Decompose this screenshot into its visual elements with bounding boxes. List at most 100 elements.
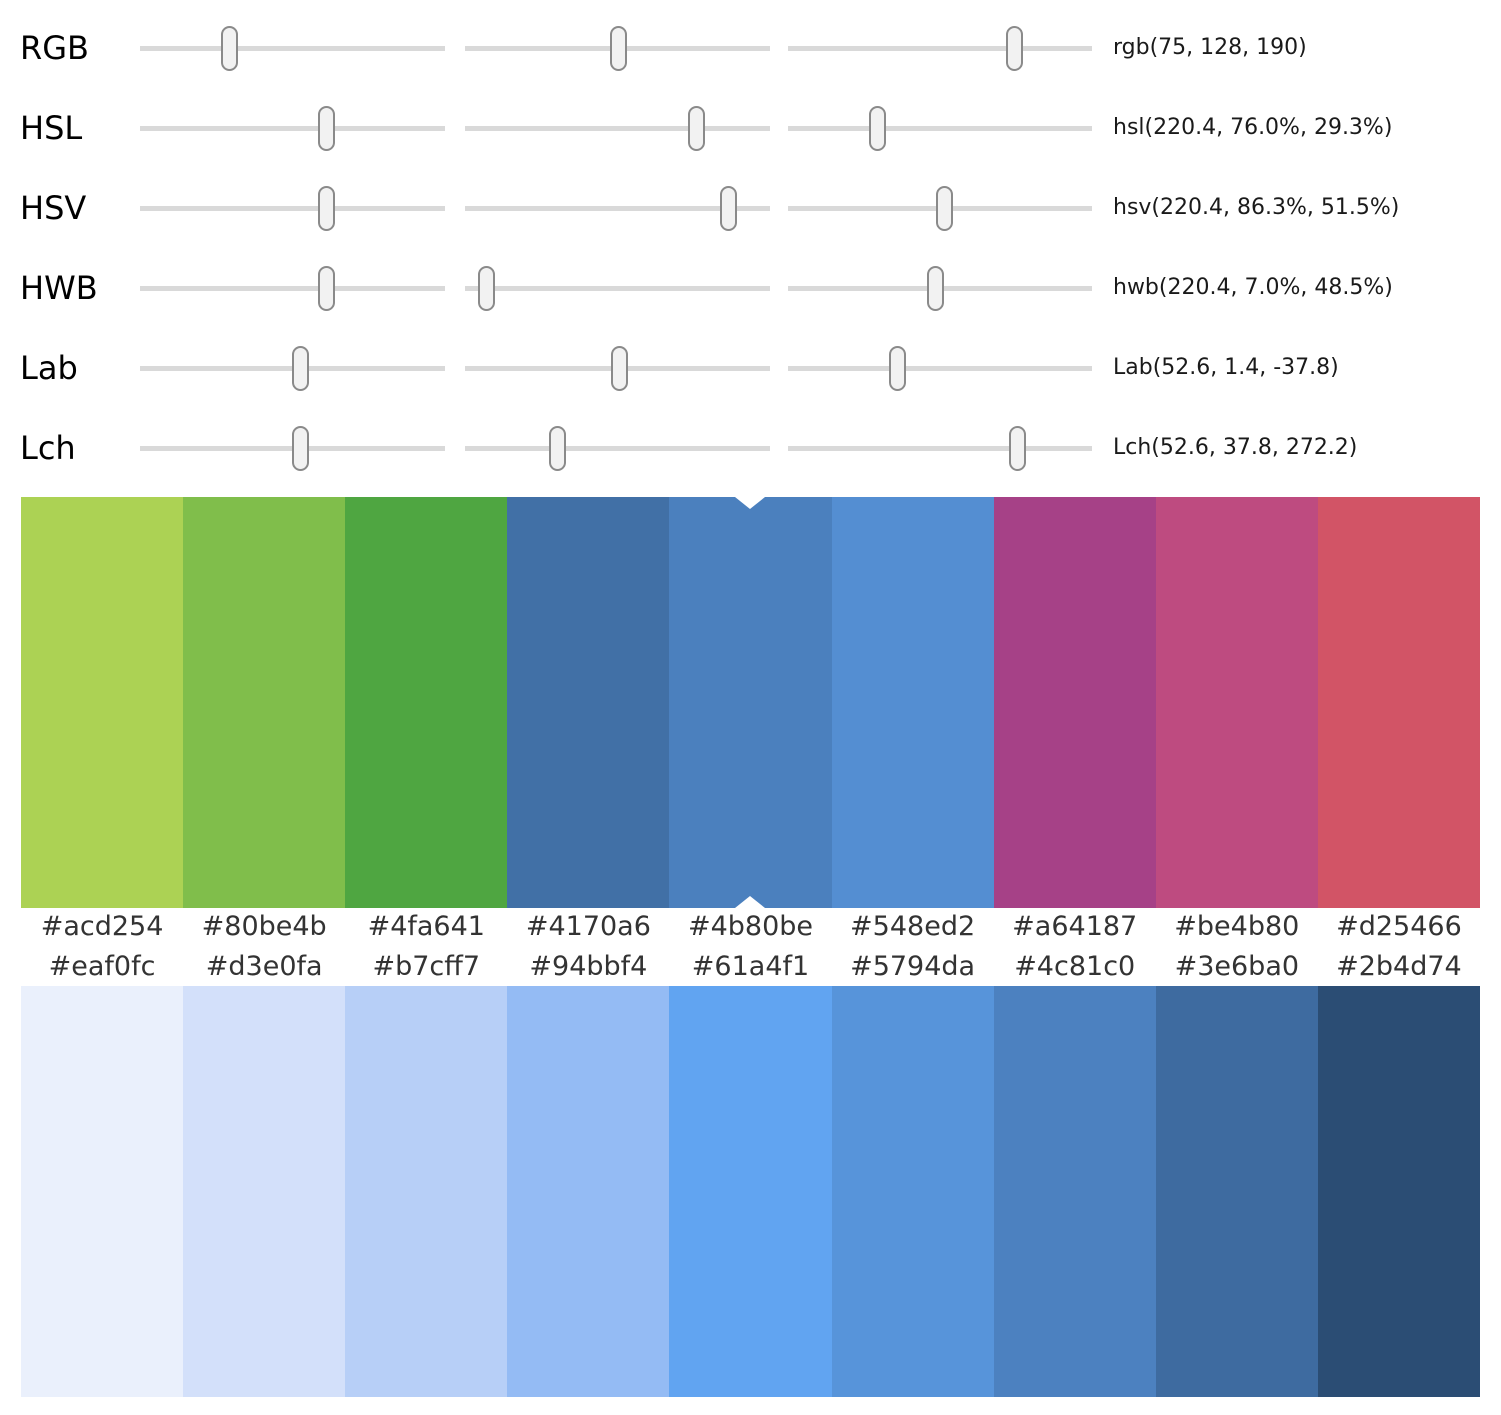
slider-thumb[interactable] [318, 265, 336, 311]
slider-thumb[interactable] [318, 105, 336, 151]
palette-swatch-selected[interactable] [669, 497, 832, 908]
slider-track[interactable] [788, 365, 1092, 371]
slider-thumb[interactable] [936, 185, 954, 231]
slider-thumb[interactable] [548, 425, 566, 471]
channel-3-slider[interactable] [788, 408, 1092, 488]
swatch-hex-label: #61a4f1 [691, 951, 810, 982]
palette-swatch[interactable] [993, 497, 1156, 908]
slider-thumb[interactable] [221, 25, 239, 71]
swatch-hex-label: #b7cff7 [372, 951, 481, 982]
slider-thumb[interactable] [477, 265, 495, 311]
channel-2-slider[interactable] [465, 408, 770, 488]
shade-hex-label-row: #eaf0fc #d3e0fa #b7cff7 #94bbf4 #61a4f1 #5794… [21, 948, 1480, 986]
slider-row: RGB rgb(75, 128, 190) [0, 8, 1501, 88]
palette-swatch[interactable] [21, 497, 184, 908]
palette-swatch[interactable] [831, 497, 994, 908]
palette-swatch[interactable] [1317, 986, 1480, 1397]
palette-swatch[interactable] [345, 986, 508, 1397]
slider-thumb[interactable] [609, 25, 627, 71]
channel-3-slider[interactable] [788, 168, 1092, 248]
slider-track[interactable] [465, 125, 770, 131]
swatch-hex-label: #4b80be [687, 911, 814, 942]
palette-swatch[interactable] [831, 986, 994, 1397]
slider-thumb[interactable] [1005, 25, 1023, 71]
palette-swatch[interactable] [507, 497, 670, 908]
shade-palette [21, 986, 1480, 1397]
color-value-text: Lab(52.6, 1.4, -37.8) [1113, 355, 1339, 380]
slider-track[interactable] [140, 125, 445, 131]
channel-2-slider[interactable] [465, 248, 770, 328]
slider-track[interactable] [465, 285, 770, 291]
slider-panel: RGB rgb(75, 128, 190) HSL hsl(220.4, [0, 8, 1501, 488]
color-value-text: rgb(75, 128, 190) [1113, 35, 1307, 60]
slider-row: HSV hsv(220.4, 86.3%, 51.5%) [0, 168, 1501, 248]
palette-swatch[interactable] [345, 497, 508, 908]
slider-row: HWB hwb(220.4, 7.0%, 48.5%) [0, 248, 1501, 328]
channel-3-slider[interactable] [788, 88, 1092, 168]
channel-2-slider[interactable] [465, 168, 770, 248]
channel-2-slider[interactable] [465, 328, 770, 408]
color-model-label: Lch [20, 429, 76, 467]
channel-2-slider[interactable] [465, 88, 770, 168]
palette-swatch[interactable] [1155, 986, 1318, 1397]
slider-thumb[interactable] [868, 105, 886, 151]
swatch-hex-label: #5794da [850, 951, 976, 982]
slider-track[interactable] [140, 205, 445, 211]
palette-swatch[interactable] [183, 497, 346, 908]
channel-3-slider[interactable] [788, 248, 1092, 328]
color-value-text: hsv(220.4, 86.3%, 51.5%) [1113, 195, 1400, 220]
color-value-text: Lch(52.6, 37.8, 272.2) [1113, 435, 1358, 460]
channel-1-slider[interactable] [140, 408, 445, 488]
swatch-hex-label: #d3e0fa [205, 951, 323, 982]
palette-swatch[interactable] [507, 986, 670, 1397]
slider-row: Lch Lch(52.6, 37.8, 272.2) [0, 408, 1501, 488]
color-model-label: RGB [20, 29, 89, 67]
swatch-hex-label: #548ed2 [850, 911, 976, 942]
channel-1-slider[interactable] [140, 88, 445, 168]
slider-track[interactable] [140, 45, 445, 51]
palette-swatch[interactable] [183, 986, 346, 1397]
palette-swatch[interactable] [669, 986, 832, 1397]
channel-1-slider[interactable] [140, 8, 445, 88]
slider-thumb[interactable] [1009, 425, 1027, 471]
palette-swatch[interactable] [1317, 497, 1480, 908]
swatch-hex-label: #4c81c0 [1014, 951, 1136, 982]
slider-thumb[interactable] [611, 345, 629, 391]
palette-swatch[interactable] [993, 986, 1156, 1397]
palette-swatch[interactable] [1155, 497, 1318, 908]
slider-track[interactable] [465, 445, 770, 451]
channel-1-slider[interactable] [140, 168, 445, 248]
color-model-label: Lab [20, 349, 78, 387]
channel-3-slider[interactable] [788, 8, 1092, 88]
slider-track[interactable] [788, 445, 1092, 451]
slider-track[interactable] [788, 125, 1092, 131]
channel-1-slider[interactable] [140, 328, 445, 408]
channel-3-slider[interactable] [788, 328, 1092, 408]
slider-thumb[interactable] [291, 345, 309, 391]
color-model-label: HWB [20, 269, 98, 307]
hue-variation-palette [21, 497, 1480, 908]
swatch-hex-label: #eaf0fc [48, 951, 156, 982]
slider-thumb[interactable] [318, 185, 336, 231]
color-value-text: hsl(220.4, 76.0%, 29.3%) [1113, 115, 1393, 140]
channel-2-slider[interactable] [465, 8, 770, 88]
slider-track[interactable] [788, 45, 1092, 51]
channel-1-slider[interactable] [140, 248, 445, 328]
hue-hex-label-row: #acd254 #80be4b #4fa641 #4170a6 #4b80be #548e… [21, 906, 1480, 948]
slider-thumb[interactable] [888, 345, 906, 391]
swatch-hex-label: #a64187 [1012, 911, 1138, 942]
slider-thumb[interactable] [291, 425, 309, 471]
swatch-hex-label: #94bbf4 [529, 951, 648, 982]
color-model-label: HSL [20, 109, 83, 147]
slider-row: Lab Lab(52.6, 1.4, -37.8) [0, 328, 1501, 408]
slider-track[interactable] [140, 285, 445, 291]
slider-thumb[interactable] [719, 185, 737, 231]
color-model-label: HSV [20, 189, 87, 227]
slider-track[interactable] [465, 205, 770, 211]
swatch-hex-label: #be4b80 [1174, 911, 1300, 942]
swatch-hex-label: #acd254 [40, 911, 164, 942]
slider-row: HSL hsl(220.4, 76.0%, 29.3%) [0, 88, 1501, 168]
palette-swatch[interactable] [21, 986, 184, 1397]
slider-thumb[interactable] [926, 265, 944, 311]
slider-thumb[interactable] [688, 105, 706, 151]
